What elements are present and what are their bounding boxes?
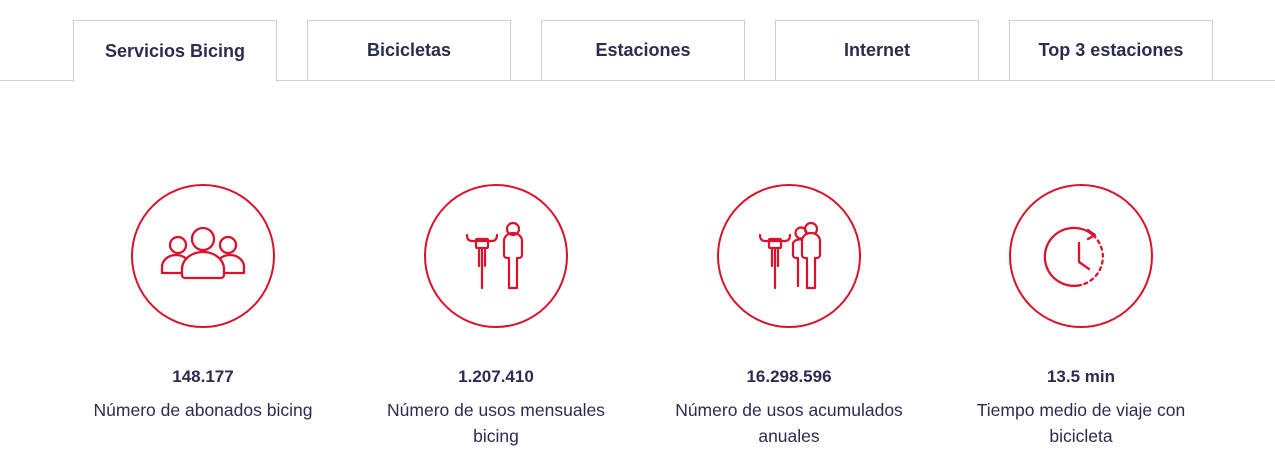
stat-label-line: Número de abonados bicing — [93, 400, 313, 420]
stat-label: Número de abonados bicing — [58, 397, 348, 423]
stat-abonados: 148.177 Número de abonados bicing — [58, 184, 348, 423]
tab-label: Bicicletas — [366, 40, 452, 60]
users-group-icon — [160, 226, 246, 280]
icon-circle — [1009, 184, 1153, 328]
stat-label: Número de usos mensuales bicing — [351, 397, 641, 449]
stat-label-line: bicing — [473, 426, 519, 446]
tab-label: Servicios Bicing — [104, 41, 246, 61]
stat-label-line: Número de usos mensuales — [387, 400, 605, 420]
stat-label-line: bicicleta — [1049, 426, 1113, 446]
bike-person-icon — [465, 221, 524, 290]
stat-value: 16.298.596 — [746, 367, 832, 386]
stat-label-line: Tiempo medio de viaje con — [976, 400, 1186, 420]
stat-value: 148.177 — [172, 367, 234, 386]
tab-label: Estaciones — [595, 40, 691, 60]
tab-estaciones[interactable]: Estaciones — [541, 20, 745, 81]
tab-bicicletas[interactable]: Bicicletas — [307, 20, 511, 81]
tab-servicios-bicing[interactable]: Servicios Bicing — [73, 20, 277, 82]
tab-internet[interactable]: Internet — [775, 20, 979, 81]
stat-value: 13.5 min — [1046, 367, 1116, 386]
icon-circle — [131, 184, 275, 328]
stat-tiempo-medio: 13.5 min Tiempo medio de viaje con bicic… — [936, 184, 1226, 449]
stat-label: Tiempo medio de viaje con bicicleta — [936, 397, 1226, 449]
clock-icon — [1043, 226, 1104, 288]
tab-top-3-estaciones[interactable]: Top 3 estaciones — [1009, 20, 1213, 81]
stat-value: 1.207.410 — [458, 367, 534, 386]
stat-usos-acumulados: 16.298.596 Número de usos acumulados anu… — [644, 184, 934, 449]
stat-usos-mensuales: 1.207.410 Número de usos mensuales bicin… — [351, 184, 641, 449]
tab-label: Internet — [843, 40, 910, 60]
stat-label-line: anuales — [758, 426, 820, 446]
bike-people-icon — [758, 221, 822, 290]
tab-bar: Servicios Bicing Bicicletas Estaciones I… — [0, 0, 1275, 82]
icon-circle — [717, 184, 861, 328]
stat-label: Número de usos acumulados anuales — [644, 397, 934, 449]
stat-label-line: Número de usos acumulados — [675, 400, 903, 420]
icon-circle — [424, 184, 568, 328]
tab-label: Top 3 estaciones — [1038, 40, 1184, 60]
